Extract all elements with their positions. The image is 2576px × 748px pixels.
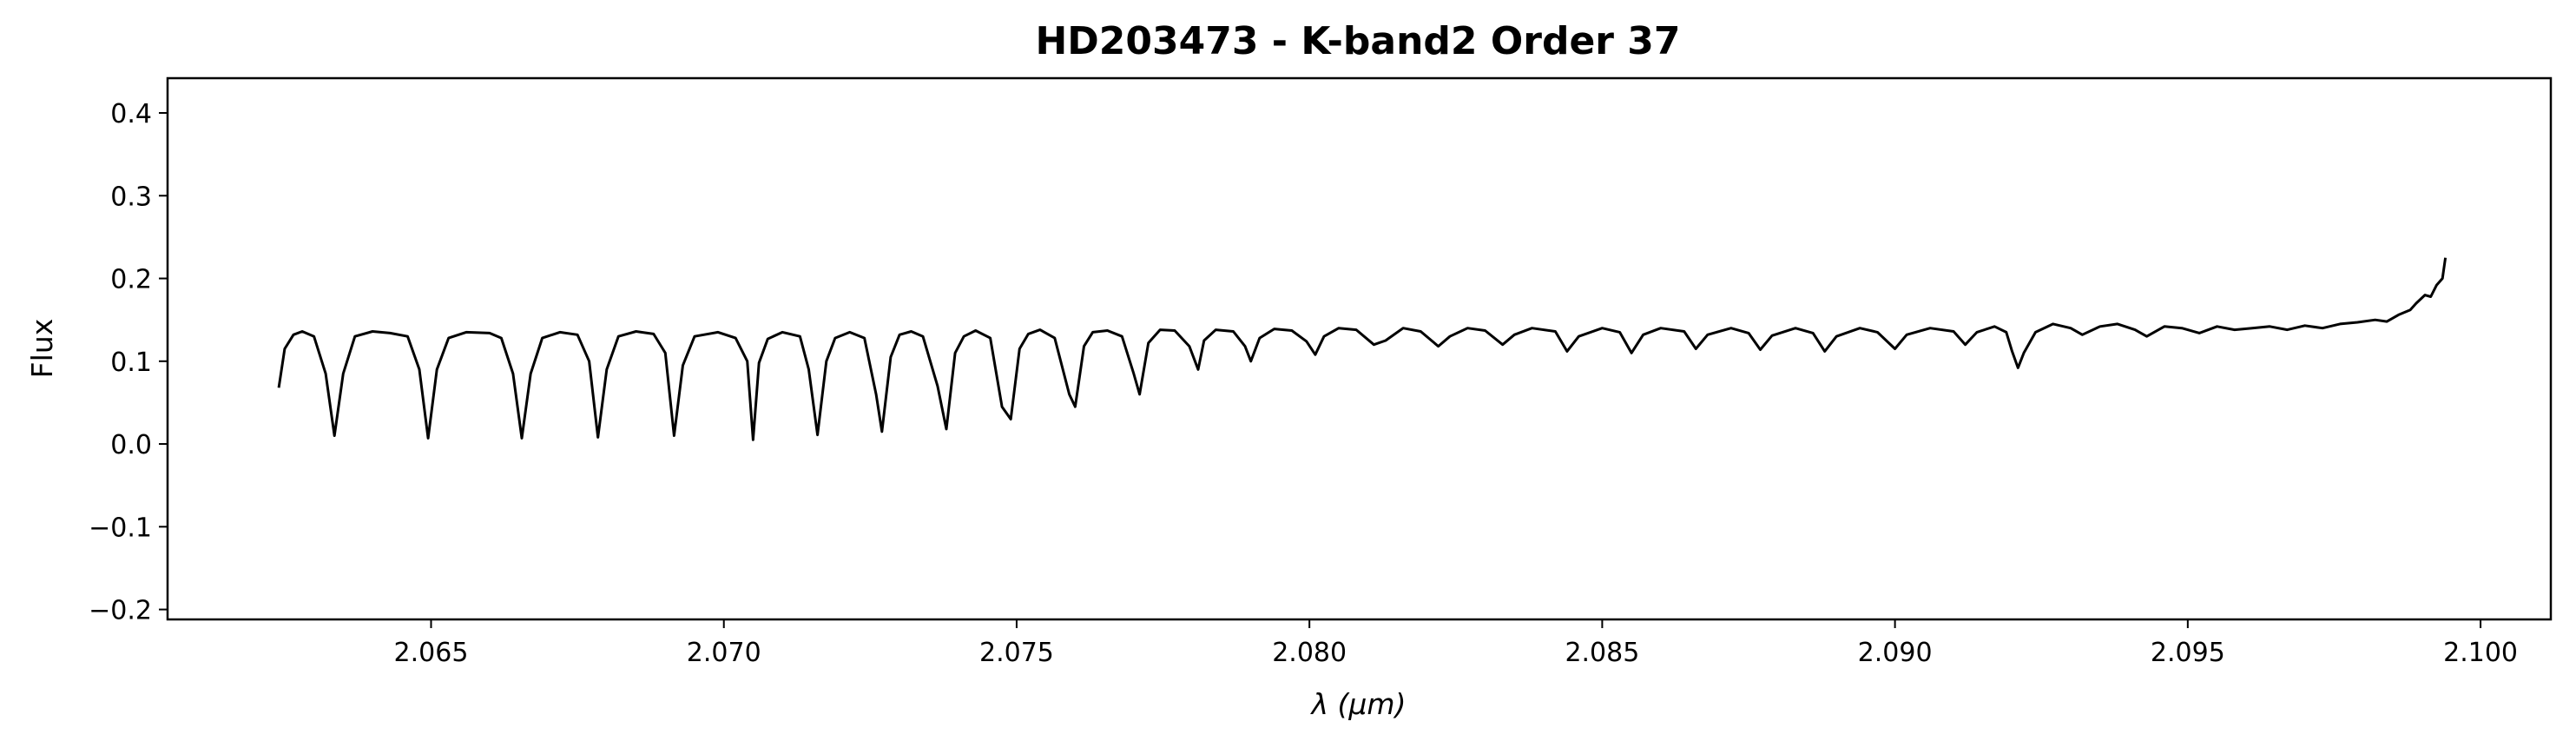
y-tick-label: 0.0: [110, 430, 152, 460]
y-axis-label: Flux: [25, 319, 59, 379]
x-tick-label: 2.100: [2443, 638, 2518, 668]
y-axis: −0.2 −0.1 0.0 0.1 0.2 0.3 0.4: [89, 99, 168, 626]
x-axis-label: λ (μm): [1310, 687, 1407, 721]
y-tick-label: 0.2: [110, 265, 152, 295]
x-tick-label: 2.090: [1858, 638, 1933, 668]
series-group: [277, 257, 2448, 441]
plot-area: [166, 76, 2553, 621]
x-tick-label: 2.085: [1565, 638, 1639, 668]
y-tick-label: 0.1: [110, 348, 152, 378]
x-tick-label: 2.070: [687, 638, 761, 668]
chart-title: HD203473 - K-band2 Order 37: [1035, 19, 1680, 63]
x-tick-label: 2.095: [2151, 638, 2225, 668]
x-tick-label: 2.065: [394, 638, 469, 668]
x-tick-label: 2.075: [979, 638, 1054, 668]
series-line: [277, 257, 2448, 441]
x-axis: 2.065 2.070 2.075 2.080 2.085 2.090 2.095 2.100: [394, 619, 2518, 668]
y-tick-label: 0.3: [110, 182, 152, 212]
x-tick-label: 2.080: [1272, 638, 1347, 668]
y-tick-label: 0.4: [110, 99, 152, 129]
y-tick-label: −0.2: [89, 596, 152, 626]
axes-frame: [166, 76, 2553, 621]
y-tick-label: −0.1: [89, 513, 152, 543]
